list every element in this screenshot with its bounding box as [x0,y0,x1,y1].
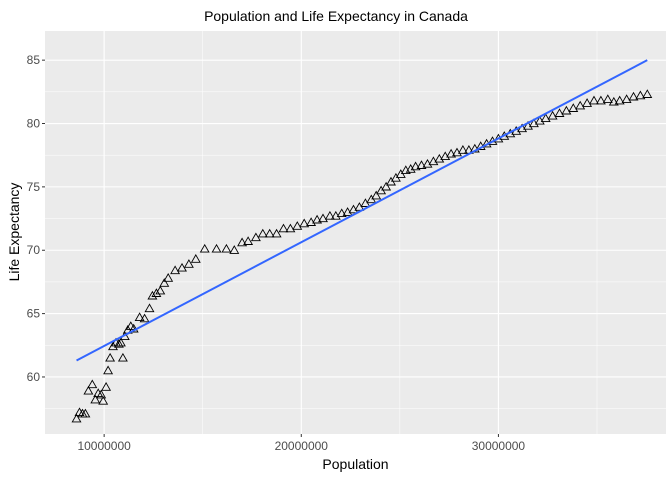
data-point [111,337,121,347]
data-point [457,144,468,154]
plot-panel [45,31,666,434]
data-point [554,108,565,117]
data-point [568,103,579,112]
data-point [582,98,593,107]
data-point [96,389,107,399]
data-point [229,245,240,254]
trend-line [76,59,648,362]
data-point [237,237,248,247]
data-point [264,228,275,238]
data-point [285,223,296,233]
y-axis-title: Life Expectancy [6,182,22,282]
data-point [190,253,201,263]
data-point [446,148,457,158]
y-tick-label: 75 [27,180,41,194]
data-point [621,94,632,104]
data-point [170,265,181,275]
data-point [278,223,289,233]
y-tick-label: 65 [27,307,41,321]
data-point [336,208,347,218]
data-point [113,338,124,348]
x-tick-label: 20000000 [275,439,329,453]
data-point [101,381,112,391]
data-point [90,394,101,404]
data-point [87,379,98,389]
data-point [83,385,94,395]
data-point [547,110,558,120]
data-point [608,96,619,106]
data-point [292,221,303,230]
data-point [105,352,116,362]
chart-title: Population and Life Expectancy in Canada [204,8,468,24]
data-point [595,95,606,105]
data-point [324,210,335,220]
data-point [199,243,210,253]
data-point [71,413,82,423]
x-tick-label: 10000000 [77,439,131,453]
data-point [540,113,551,123]
data-point [163,272,174,282]
data-point [299,218,310,228]
y-tick-label: 80 [27,117,41,131]
data-point [147,290,158,300]
data-point [312,214,323,224]
y-tick-label: 70 [27,243,41,257]
data-point [589,95,599,105]
x-tick-label: 30000000 [472,439,526,453]
data-point [318,213,328,223]
x-axis-title: Population [322,456,389,472]
data-point [405,163,416,173]
data-point [115,337,126,347]
data-point [211,243,222,253]
data-point [144,303,155,313]
data-point [103,365,114,375]
data-point [628,91,639,101]
data-point [98,395,109,405]
data-point [416,160,427,169]
data-point [159,278,170,287]
data-point [271,228,282,238]
data-point [151,288,162,297]
data-point [257,228,268,238]
data-point [371,190,382,200]
data-point [221,243,232,253]
data-point [614,95,625,105]
data-point [134,312,145,322]
data-point [139,313,150,323]
data-point [117,352,128,362]
data-point [183,259,194,268]
data-point [602,94,613,104]
data-point [575,100,586,110]
data-point [410,161,421,171]
data-point [80,408,91,418]
data-point [635,90,646,100]
data-point [642,89,653,98]
y-tick-label: 85 [27,53,41,67]
data-point [155,285,166,295]
y-tick-label: 60 [27,370,41,384]
data-point [381,181,392,191]
data-point [561,105,572,115]
data-point [243,236,254,245]
